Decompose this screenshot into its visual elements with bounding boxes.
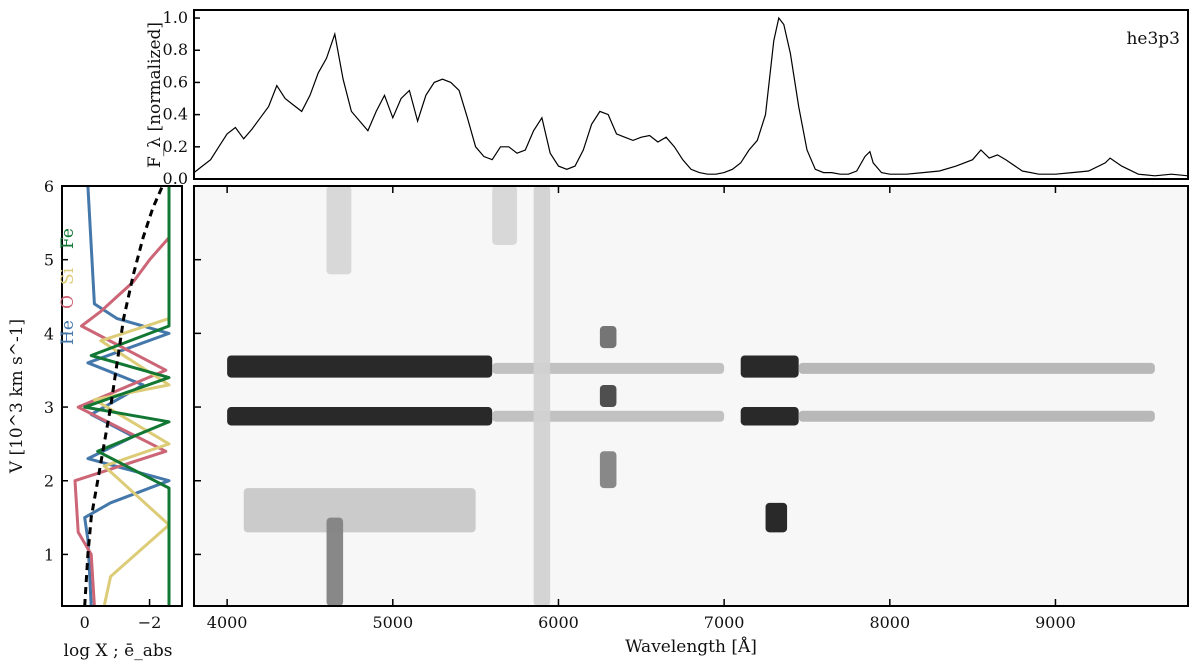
element-legend: He O Si Fe	[58, 228, 78, 345]
spectrum-panel: 0.0 0.2 0.4 0.6 0.8 1.0 he3p3 F_λ [normalized…	[145, 8, 1189, 188]
heatmap-band	[326, 517, 344, 606]
legend-label-si: Si	[58, 267, 78, 285]
spectrum-ytick-label: 0.8	[163, 40, 188, 59]
heatmap-panel: 4000 5000 6000 7000 8000 9000 Wavelength [Å]	[193, 185, 1189, 657]
heatmap-band	[798, 362, 1155, 374]
heatmap-band	[227, 355, 493, 378]
heatmap-band	[492, 410, 725, 422]
velocity-ytick-label: 5	[44, 251, 54, 270]
velocity-ytick-label: 6	[44, 177, 54, 196]
heatmap-band	[599, 451, 617, 489]
spectrum-ytick-label: 0.6	[163, 72, 188, 91]
heatmap-xtick-label: 8000	[869, 613, 910, 632]
heatmap-band	[492, 186, 518, 245]
heatmap-xtick-label: 9000	[1035, 613, 1076, 632]
heatmap-band	[533, 186, 551, 606]
legend-label-fe: Fe	[58, 228, 78, 249]
abundance-marks: 0 −2 1 2 3 4 5 6	[44, 177, 171, 632]
heatmap-xtick-label: 6000	[538, 613, 579, 632]
abundance-line-fe	[83, 186, 171, 606]
legend-label-o: O	[58, 295, 78, 309]
abundance-line-abs	[83, 185, 164, 607]
velocity-ytick-label: 1	[44, 545, 54, 564]
velocity-ytick-label: 3	[44, 398, 54, 417]
model-label: he3p3	[1126, 29, 1180, 49]
spectrum-ytick-label: 0.4	[163, 105, 188, 124]
abundance-line-o	[73, 186, 171, 607]
heatmap-frame	[193, 185, 1189, 607]
heatmap-band	[599, 384, 617, 408]
abundance-line-si	[92, 186, 171, 607]
heatmap-band	[492, 362, 725, 374]
heatmap-band	[326, 186, 352, 275]
velocity-ylabel: V [10^3 km s^-1]	[7, 319, 27, 474]
heatmap-band	[798, 410, 1155, 422]
spectrum-line	[193, 16, 1189, 177]
heatmap-band	[599, 326, 617, 349]
velocity-ytick-label: 2	[44, 472, 54, 491]
abundance-xtick-label: −2	[138, 613, 162, 632]
heatmap-band	[243, 488, 476, 533]
heatmap-xtick-label: 7000	[704, 613, 745, 632]
abundance-panel: 0 −2 1 2 3 4 5 6 log X ; ē_abs V [10^3 km s^-1]…	[7, 177, 183, 661]
abundance-frame	[61, 185, 183, 607]
heatmap-band	[740, 355, 799, 378]
velocity-ytick-label: 4	[44, 324, 54, 343]
heatmap-xtick-label: 5000	[372, 613, 413, 632]
spectrum-ytick-label: 0.0	[163, 169, 188, 188]
heatmap-background	[194, 186, 1188, 606]
heatmap-band	[227, 407, 493, 426]
heatmap-xlabel: Wavelength [Å]	[625, 636, 757, 657]
abundance-xtick-label: 0	[80, 613, 90, 632]
spectrum-ytick-label: 0.2	[163, 137, 188, 156]
heatmap-band	[740, 407, 799, 426]
spectrum-marks: 0.0 0.2 0.4 0.6 0.8 1.0	[163, 8, 1189, 188]
spectrum-ytick-label: 1.0	[163, 8, 188, 27]
spectrum-ylabel: F_λ [normalized]	[145, 22, 165, 168]
heatmap-marks: 4000 5000 6000 7000 8000 9000	[194, 185, 1155, 632]
heatmap-band	[765, 502, 788, 533]
heatmap-xtick-label: 4000	[207, 613, 248, 632]
spectrum-frame	[193, 9, 1189, 180]
legend-label-he: He	[58, 320, 78, 345]
abundance-xlabel: log X ; ē_abs	[64, 641, 173, 661]
